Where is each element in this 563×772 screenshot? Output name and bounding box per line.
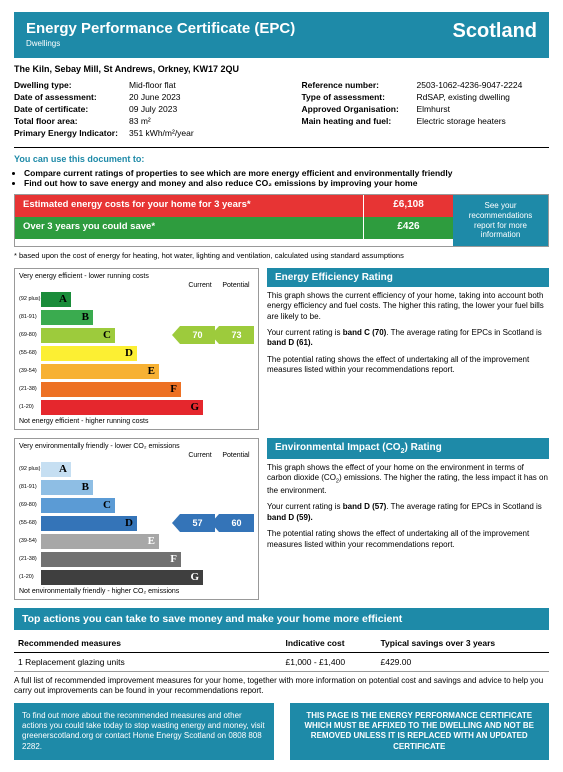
action-cost: £1,000 - £1,400 [282, 652, 377, 671]
use-list: Compare current ratings of properties to… [14, 168, 549, 188]
estimated-cost-label: Estimated energy costs for your home for… [15, 195, 363, 217]
info-box-right: THIS PAGE IS THE ENERGY PERFORMANCE CERT… [290, 703, 550, 761]
recommendations-link[interactable]: See your recommendations report for more… [453, 195, 548, 245]
actions-h3: Typical savings over 3 years [377, 634, 550, 653]
estimated-cost-value: £6,108 [363, 195, 453, 217]
actions-table: Recommended measures Indicative cost Typ… [14, 634, 549, 672]
use-title: You can use this document to: [14, 154, 549, 164]
eir-chart: Very environmentally friendly - lower CO… [14, 438, 259, 600]
actions-note: A full list of recommended improvement m… [14, 676, 549, 697]
action-measure: 1 Replacement glazing units [14, 652, 282, 671]
eer-title: Energy Efficiency Rating [267, 268, 549, 287]
details-section: Dwelling type:Mid-floor flatDate of asse… [14, 80, 549, 148]
use-item: Find out how to save energy and money an… [24, 178, 417, 188]
cost-footnote: * based upon the cost of energy for heat… [14, 251, 549, 260]
header: Energy Performance Certificate (EPC) Dwe… [14, 12, 549, 58]
actions-h1: Recommended measures [14, 634, 282, 653]
region-label: Scotland [453, 20, 537, 43]
eer-p2: Your current rating is band C (70). The … [267, 328, 549, 349]
info-box-left: To find out more about the recommended m… [14, 703, 274, 761]
action-savings: £429.00 [377, 652, 550, 671]
doc-subtitle: Dwellings [26, 39, 453, 48]
use-item: Compare current ratings of properties to… [24, 168, 452, 178]
eir-p1: This graph shows the effect of your home… [267, 463, 549, 497]
eir-title: Environmental Impact (CO2) Rating [267, 438, 549, 459]
eer-chart: Very energy efficient - lower running co… [14, 268, 259, 430]
address: The Kiln, Sebay Mill, St Andrews, Orkney… [14, 64, 549, 74]
eer-p3: The potential rating shows the effect of… [267, 355, 549, 376]
save-label: Over 3 years you could save* [15, 217, 363, 239]
doc-title: Energy Performance Certificate (EPC) [26, 20, 453, 37]
eer-p1: This graph shows the current efficiency … [267, 291, 549, 322]
save-value: £426 [363, 217, 453, 239]
cost-table: Estimated energy costs for your home for… [14, 194, 549, 246]
top-actions-title: Top actions you can take to save money a… [14, 608, 549, 630]
eir-p3: The potential rating shows the effect of… [267, 529, 549, 550]
eir-p2: Your current rating is band D (57). The … [267, 502, 549, 523]
actions-h2: Indicative cost [282, 634, 377, 653]
